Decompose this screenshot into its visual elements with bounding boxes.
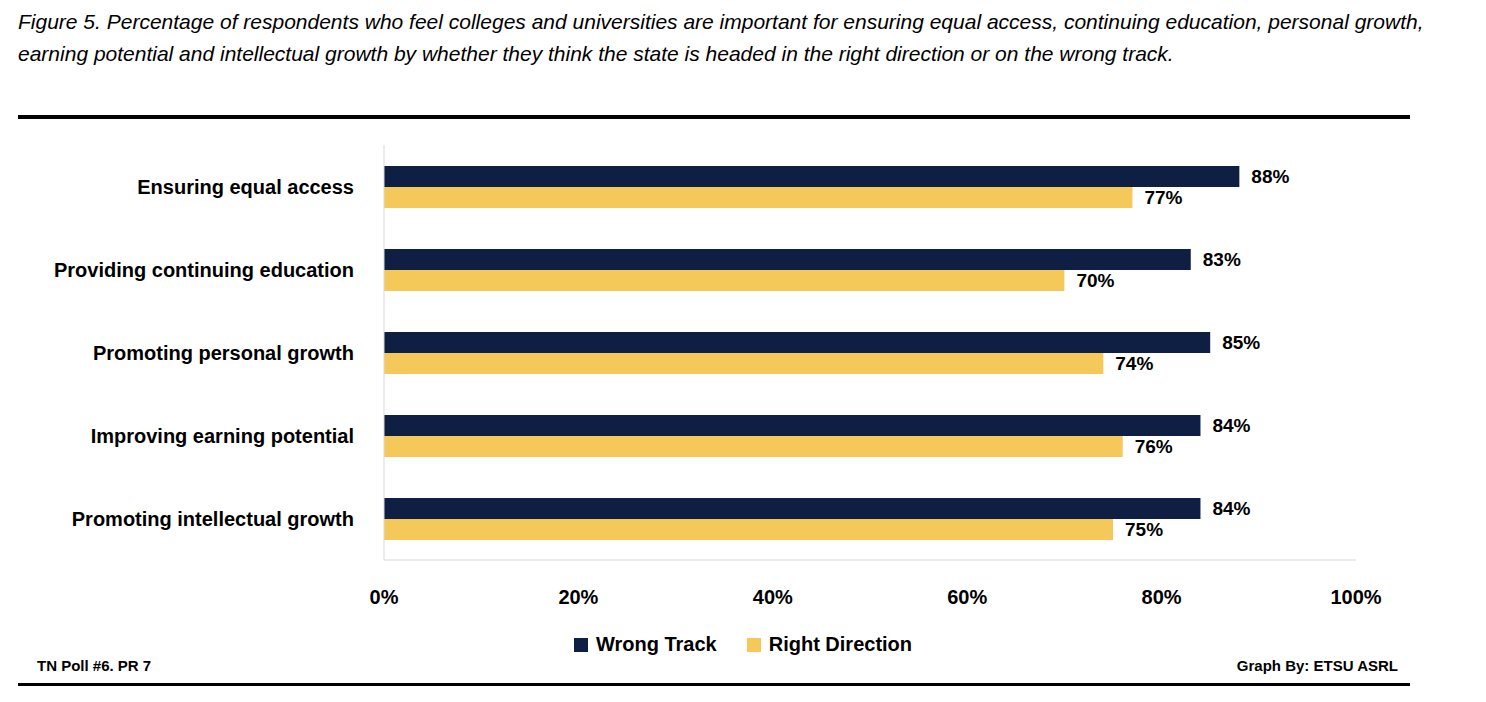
svg-text:83%: 83% xyxy=(1203,249,1241,270)
svg-text:75%: 75% xyxy=(1125,519,1163,540)
svg-text:76%: 76% xyxy=(1135,436,1173,457)
html-text:TN Poll #6. PR 7: TN Poll #6. PR 7 xyxy=(37,657,152,674)
svg-text:40%: 40% xyxy=(753,586,793,608)
svg-text:77%: 77% xyxy=(1144,187,1182,208)
svg-text:Promoting intellectual growth: Promoting intellectual growth xyxy=(72,508,354,530)
svg-text:88%: 88% xyxy=(1251,166,1289,187)
svg-text:Ensuring equal access: Ensuring equal access xyxy=(137,176,354,198)
html-text:Figure 5. Percentage of respon: Figure 5. Percentage of respondents who … xyxy=(18,10,1424,65)
svg-text:74%: 74% xyxy=(1115,353,1153,374)
svg-text:20%: 20% xyxy=(558,586,598,608)
svg-text:100%: 100% xyxy=(1330,586,1381,608)
svg-text:Improving earning potential: Improving earning potential xyxy=(91,425,354,447)
svg-text:70%: 70% xyxy=(1076,270,1114,291)
svg-text:0%: 0% xyxy=(370,586,399,608)
html-text:Right Direction: Right Direction xyxy=(768,633,913,655)
html-text:Graph By: ETSU ASRL: Graph By: ETSU ASRL xyxy=(1236,657,1398,674)
svg-text:85%: 85% xyxy=(1222,332,1260,353)
svg-text:84%: 84% xyxy=(1212,498,1250,519)
svg-text:84%: 84% xyxy=(1212,415,1250,436)
svg-text:Providing continuing education: Providing continuing education xyxy=(54,259,354,281)
svg-text:80%: 80% xyxy=(1142,586,1182,608)
html-text:Wrong Track: Wrong Track xyxy=(595,633,717,655)
svg-text:Promoting personal growth: Promoting personal growth xyxy=(93,342,354,364)
svg-text:60%: 60% xyxy=(947,586,987,608)
